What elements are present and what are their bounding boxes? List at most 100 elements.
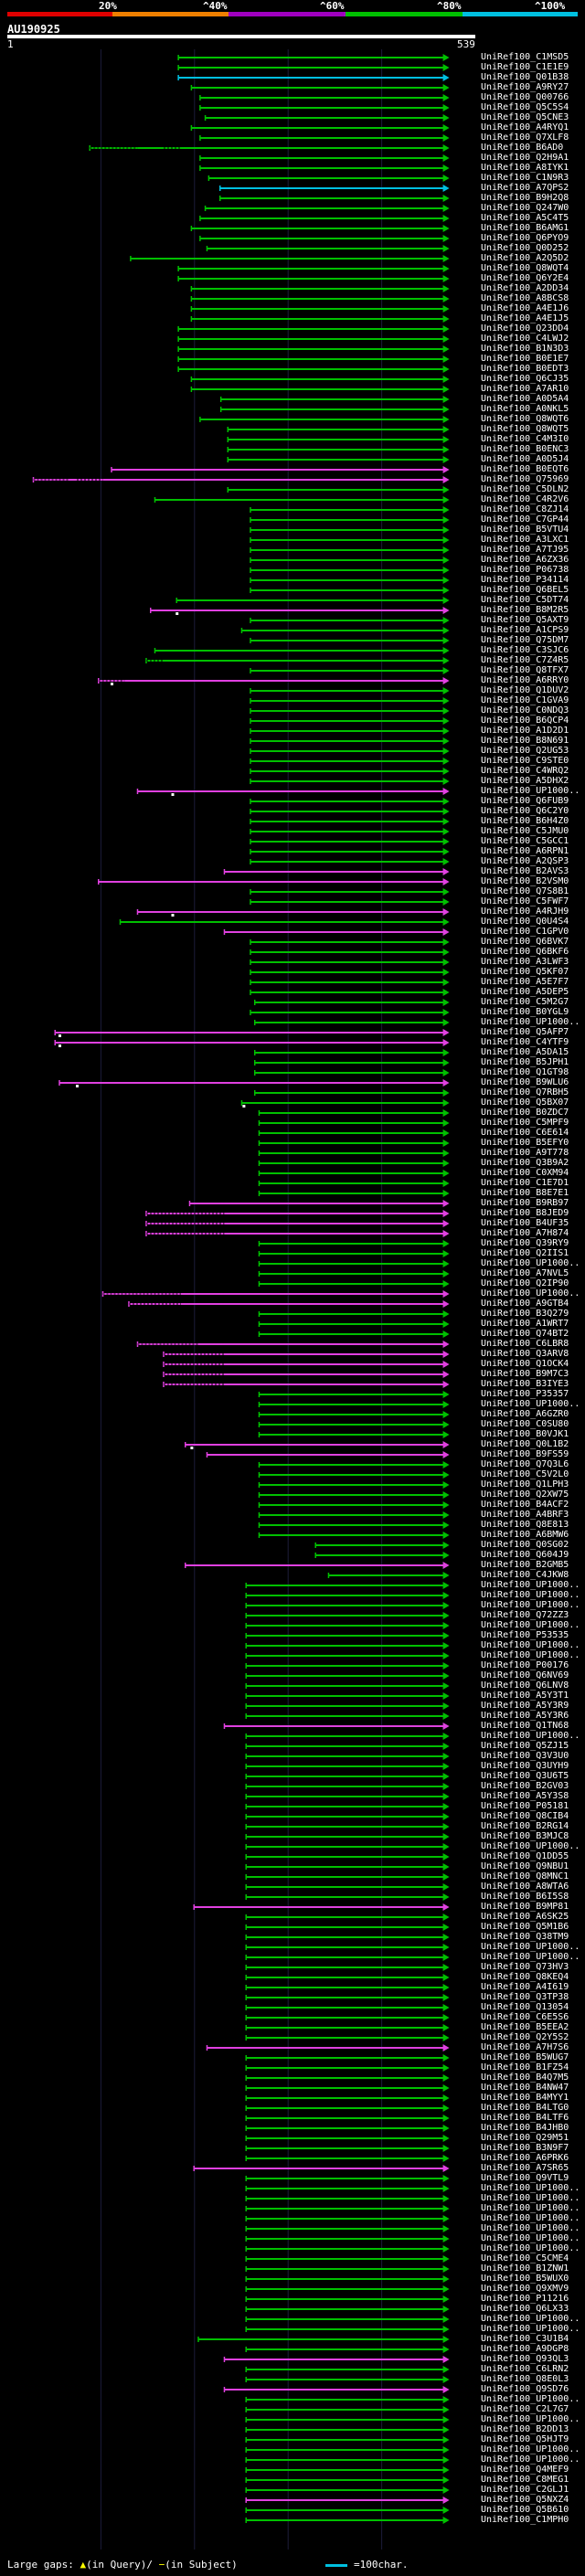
hit-label[interactable]: UniRef100_C7Z4R5: [481, 655, 569, 665]
hit-label[interactable]: UniRef100_Q8E813: [481, 1520, 569, 1530]
hit-label[interactable]: UniRef100_Q5C5S4: [481, 102, 569, 112]
hit-row[interactable]: [253, 999, 450, 1006]
hit-row[interactable]: [197, 2336, 450, 2343]
hit-label[interactable]: UniRef100_UP1000..: [481, 2324, 580, 2334]
hit-label[interactable]: UniRef100_Q5B610: [481, 2505, 569, 2515]
hit-row[interactable]: [227, 436, 450, 443]
hit-label[interactable]: UniRef100_A2Q5D2: [481, 253, 569, 263]
hit-label[interactable]: UniRef100_B6I5S8: [481, 1892, 569, 1902]
hit-row[interactable]: [154, 496, 450, 504]
hit-row[interactable]: [250, 727, 450, 735]
hit-label[interactable]: UniRef100_C4JKW8: [481, 1570, 569, 1580]
hit-label[interactable]: UniRef100_Q39RY9: [481, 1238, 569, 1248]
hit-label[interactable]: UniRef100_B9H2Q8: [481, 193, 569, 203]
hit-row[interactable]: [199, 94, 450, 101]
hit-row[interactable]: [245, 1783, 450, 1790]
hit-label[interactable]: UniRef100_UP1000..: [481, 2203, 580, 2213]
hit-label[interactable]: UniRef100_C9STE0: [481, 756, 569, 766]
hit-row[interactable]: [250, 557, 450, 564]
hit-row[interactable]: [245, 1773, 450, 1780]
hit-row[interactable]: [258, 1491, 450, 1499]
hit-label[interactable]: UniRef100_A6PRK6: [481, 2153, 569, 2163]
hit-label[interactable]: UniRef100_Q1GT98: [481, 1067, 569, 1077]
hit-row[interactable]: [250, 697, 450, 705]
hit-label[interactable]: UniRef100_Q75DM7: [481, 635, 569, 645]
hit-label[interactable]: UniRef100_Q6BKF6: [481, 947, 569, 957]
hit-label[interactable]: UniRef100_A8BCS8: [481, 293, 569, 303]
hit-label[interactable]: UniRef100_UP1000..: [481, 2213, 580, 2223]
hit-label[interactable]: UniRef100_Q3V3U0: [481, 1751, 569, 1761]
hit-row[interactable]: [245, 2205, 450, 2212]
hit-row[interactable]: [245, 1893, 450, 1901]
hit-label[interactable]: UniRef100_B0ZDC7: [481, 1108, 569, 1118]
hit-label[interactable]: UniRef100_Q6C2Y0: [481, 806, 569, 816]
hit-row[interactable]: [219, 406, 450, 413]
hit-row[interactable]: [245, 2115, 450, 2122]
hit-row[interactable]: [258, 1129, 450, 1137]
hit-row[interactable]: [258, 1431, 450, 1438]
hit-row[interactable]: [250, 938, 450, 946]
hit-row[interactable]: [199, 104, 450, 111]
hit-label[interactable]: UniRef100_Q9VTL9: [481, 2173, 569, 2183]
hit-row[interactable]: [245, 1974, 450, 1981]
hit-row[interactable]: [258, 1511, 450, 1519]
hit-label[interactable]: UniRef100_B6H4Z0: [481, 816, 569, 826]
hit-row[interactable]: [253, 1049, 450, 1056]
hit-row[interactable]: [245, 2104, 450, 2112]
hit-row[interactable]: [258, 1119, 450, 1127]
hit-label[interactable]: UniRef100_UP1000..: [481, 1942, 580, 1952]
hit-label[interactable]: UniRef100_P35357: [481, 1389, 569, 1399]
hit-label[interactable]: UniRef100_Q1LPH3: [481, 1479, 569, 1489]
hit-row[interactable]: [258, 1310, 450, 1318]
hit-row[interactable]: [250, 637, 450, 644]
hit-row[interactable]: [227, 486, 450, 493]
hit-label[interactable]: UniRef100_UP1000..: [481, 2183, 580, 2193]
hit-label[interactable]: UniRef100_B3IYE3: [481, 1379, 569, 1389]
hit-label[interactable]: UniRef100_Q0U4S4: [481, 917, 569, 927]
hit-label[interactable]: UniRef100_C6LRN2: [481, 2364, 569, 2374]
hit-label[interactable]: UniRef100_Q5ZJ15: [481, 1741, 569, 1751]
hit-label[interactable]: UniRef100_Q6FUB9: [481, 796, 569, 806]
hit-row[interactable]: [250, 838, 450, 845]
hit-label[interactable]: UniRef100_Q01B38: [481, 72, 569, 82]
hit-label[interactable]: UniRef100_Q5NXZ4: [481, 2495, 569, 2505]
hit-row[interactable]: [245, 2235, 450, 2242]
hit-row[interactable]: [245, 1692, 450, 1700]
hit-row[interactable]: [245, 2024, 450, 2031]
hit-label[interactable]: UniRef100_Q3TP38: [481, 1992, 569, 2002]
hit-label[interactable]: UniRef100_A9RY27: [481, 82, 569, 92]
hit-label[interactable]: UniRef100_C5MPF9: [481, 1118, 569, 1128]
hit-row[interactable]: [250, 979, 450, 986]
hit-row[interactable]: [190, 84, 450, 91]
hit-row[interactable]: [245, 1984, 450, 1991]
hit-label[interactable]: UniRef100_A3LXC1: [481, 535, 569, 545]
hit-row[interactable]: [250, 516, 450, 524]
hit-label[interactable]: UniRef100_C1MSD5: [481, 52, 569, 62]
hit-row[interactable]: [184, 1562, 450, 1569]
hit-label[interactable]: UniRef100_B9MP81: [481, 1902, 569, 1912]
hit-row[interactable]: [204, 114, 450, 122]
hit-label[interactable]: UniRef100_C1E1E9: [481, 62, 569, 72]
hit-row[interactable]: [250, 898, 450, 906]
hit-label[interactable]: UniRef100_Q8WQT4: [481, 263, 569, 273]
hit-row[interactable]: [227, 446, 450, 453]
hit-label[interactable]: UniRef100_A7SR65: [481, 2163, 569, 2173]
hit-label[interactable]: UniRef100_A4RYQ1: [481, 122, 569, 133]
hit-row[interactable]: [199, 215, 450, 222]
hit-row[interactable]: [258, 1190, 450, 1197]
hit-label[interactable]: UniRef100_UP1000..: [481, 1600, 580, 1610]
hit-row[interactable]: [223, 2356, 450, 2363]
hit-label[interactable]: UniRef100_Q3B9A2: [481, 1158, 569, 1168]
hit-label[interactable]: UniRef100_A6RRY0: [481, 675, 569, 685]
hit-row[interactable]: [250, 828, 450, 835]
hit-label[interactable]: UniRef100_A9GTB4: [481, 1299, 569, 1309]
hit-label[interactable]: UniRef100_Q7S8B1: [481, 886, 569, 896]
hit-row[interactable]: [258, 1421, 450, 1428]
hit-row[interactable]: [245, 1642, 450, 1649]
hit-row[interactable]: [245, 1813, 450, 1820]
hit-label[interactable]: UniRef100_Q8WQT5: [481, 424, 569, 434]
hit-row[interactable]: [32, 476, 450, 483]
hit-label[interactable]: UniRef100_B5EFY0: [481, 1138, 569, 1148]
hit-row[interactable]: [163, 1351, 450, 1358]
hit-label[interactable]: UniRef100_Q13054: [481, 2002, 569, 2012]
